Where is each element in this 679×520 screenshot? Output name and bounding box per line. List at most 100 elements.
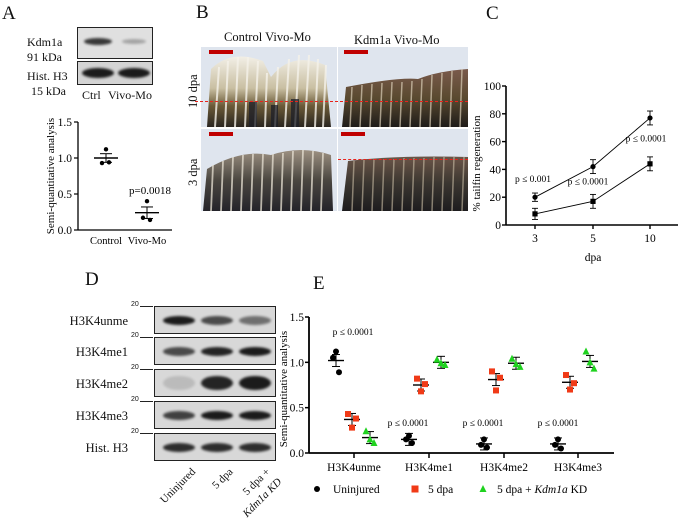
blot-d-strip xyxy=(154,369,276,397)
x-tick-label: Control xyxy=(90,236,122,247)
panel-e-letter: E xyxy=(313,273,325,294)
band xyxy=(122,39,146,44)
data-point xyxy=(366,435,374,443)
blot-d-strip xyxy=(154,401,276,429)
blot-d-row-label: H3K4unme xyxy=(69,314,128,328)
data-point xyxy=(590,364,598,372)
x-tick-label: H3K4me3 xyxy=(554,462,602,474)
data-point xyxy=(106,160,112,165)
band xyxy=(239,410,271,420)
fin-photo-kdm1a-3dpa xyxy=(338,129,468,211)
blot-d-strip xyxy=(154,337,276,365)
data-point xyxy=(493,387,499,394)
mw-marker-tick xyxy=(140,401,153,402)
band xyxy=(239,346,271,356)
data-point xyxy=(147,217,153,223)
data-point xyxy=(330,354,336,361)
data-point xyxy=(484,444,490,451)
data-point xyxy=(478,441,484,448)
y-tick-label: 0.0 xyxy=(58,225,73,237)
data-point xyxy=(345,411,351,418)
x-tick-label: H3K4me2 xyxy=(480,462,528,474)
mw-marker-tick xyxy=(140,369,153,370)
band xyxy=(118,68,150,78)
legend-label-5dpa: 5 dpa xyxy=(428,484,453,496)
col-control-vivo-mo: Control Vivo-Mo xyxy=(224,30,311,44)
fin-image xyxy=(207,54,331,127)
data-point xyxy=(563,372,569,379)
data-point xyxy=(437,359,445,367)
legend-marker-5dpa xyxy=(411,485,419,493)
fin-photo-control-3dpa xyxy=(201,129,337,211)
col-kdm1a-vivo-mo: Kdm1a Vivo-Mo xyxy=(354,33,440,47)
band xyxy=(239,376,271,390)
p-value-annotation: p ≤ 0.0001 xyxy=(333,328,374,338)
y-tick-label: 40 xyxy=(490,164,502,176)
data-point xyxy=(532,211,538,217)
p-value-annotation: p ≤ 0.0001 xyxy=(626,135,667,145)
mw-marker-label: 20 xyxy=(131,428,139,435)
data-point xyxy=(481,436,487,443)
data-point xyxy=(647,115,653,121)
x-tick-label: Vivo-Mo xyxy=(128,236,166,247)
data-point xyxy=(590,164,596,170)
x-tick-label: 5 xyxy=(590,233,596,245)
blot-a-kdm1a xyxy=(77,27,153,59)
data-point xyxy=(512,360,520,368)
y-tick-label: 20 xyxy=(490,192,502,204)
row-3-dpa: 3 dpa xyxy=(186,158,200,186)
data-point xyxy=(422,381,428,388)
y-tick-label: 100 xyxy=(484,81,502,93)
data-point xyxy=(552,441,558,448)
panel-c-letter: C xyxy=(486,3,499,24)
data-point xyxy=(558,445,564,452)
mw-marker-tick xyxy=(140,306,153,307)
panel-b-letter: B xyxy=(196,2,209,23)
panel-d-letter: D xyxy=(85,269,99,290)
data-point xyxy=(532,194,538,200)
data-point xyxy=(362,427,370,435)
y-tick-label: 0.5 xyxy=(58,189,73,201)
data-point xyxy=(590,198,596,204)
data-point xyxy=(508,354,516,362)
mw-marker-label: 20 xyxy=(131,364,139,371)
data-point xyxy=(571,380,577,387)
blot-a-row-kdm1a-size: 91 kDa xyxy=(27,50,62,64)
lane-5dpa: 5 dpa xyxy=(209,466,236,492)
data-point xyxy=(336,369,342,376)
mw-marker-tick xyxy=(140,433,153,434)
blot-d-strip xyxy=(154,306,276,334)
data-point xyxy=(489,368,495,375)
legend-marker-uninjured xyxy=(314,486,320,492)
fin-photo-kdm1a-10dpa xyxy=(338,47,468,127)
p-value-annotation: p ≤ 0.0001 xyxy=(538,419,579,429)
x-tick-label: H3K4me1 xyxy=(405,462,453,474)
band xyxy=(163,315,195,325)
data-point xyxy=(441,361,449,369)
data-point xyxy=(99,160,105,166)
fin-image xyxy=(203,149,333,211)
data-point xyxy=(586,358,594,366)
blot-a-row-kdm1a: Kdm1a xyxy=(27,35,63,49)
mw-marker-label: 20 xyxy=(131,396,139,403)
scale-bar xyxy=(209,50,233,54)
y-tick-label: 80 xyxy=(490,109,502,121)
y-tick-label: 1.0 xyxy=(58,153,73,165)
y-tick-label: 60 xyxy=(490,137,502,149)
legend-label-5dpa-kd: 5 dpa + Kdm1a KD xyxy=(497,484,587,496)
blot-d-row-label: H3K4me3 xyxy=(75,409,128,423)
y-tick-label: 0.5 xyxy=(290,403,305,415)
band xyxy=(201,442,233,452)
band xyxy=(163,376,195,390)
y-axis-label: % tailfin regeneration xyxy=(471,115,483,211)
panel-a-letter: A xyxy=(2,3,16,24)
legend-marker-5dpa-kd xyxy=(479,485,487,492)
p-value-annotation: p=0.0018 xyxy=(129,185,171,197)
x-tick-label: 3 xyxy=(532,233,538,245)
p-value-annotation: p ≤ 0.001 xyxy=(515,175,551,185)
data-point xyxy=(647,161,653,167)
chart-c: 0 20 40 60 80 100 3 5 10 dpa % tailfin regeneratio… xyxy=(471,81,678,264)
scale-bar xyxy=(209,132,233,136)
